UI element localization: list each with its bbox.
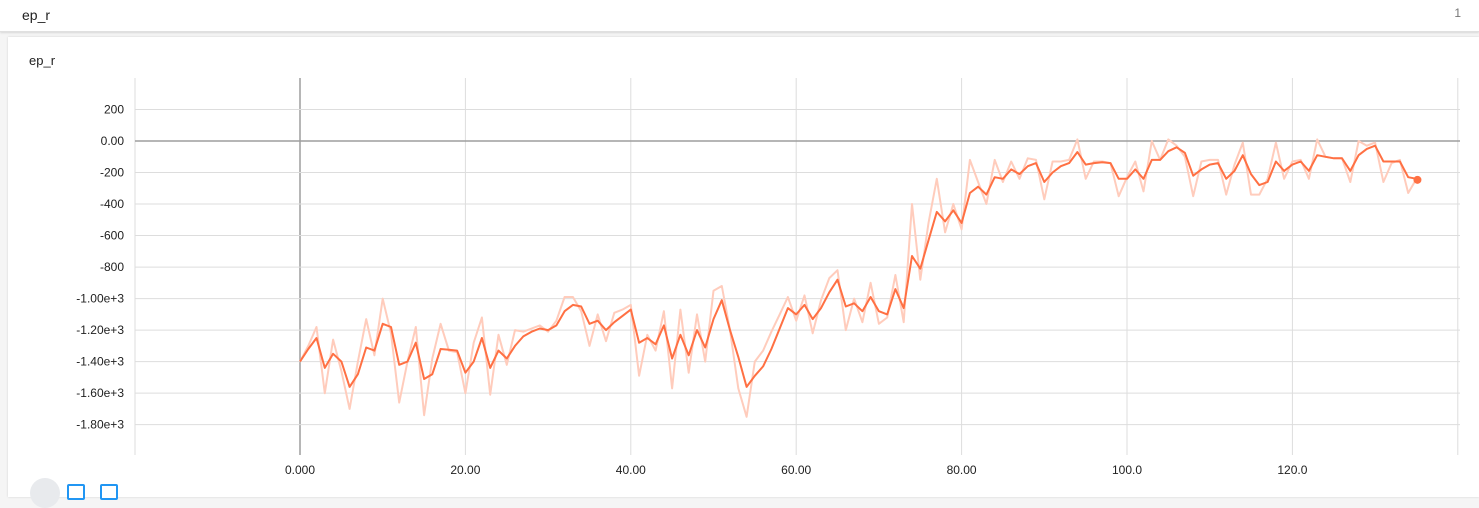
zoom-toggle-button[interactable] <box>30 478 60 508</box>
x-tick-label: 100.0 <box>1112 463 1142 477</box>
y-tick-label: -1.20e+3 <box>76 323 124 337</box>
y-tick-label: -600 <box>100 229 124 243</box>
x-tick-label: 120.0 <box>1277 463 1307 477</box>
y-tick-label: -200 <box>100 166 124 180</box>
y-tick-label: -1.40e+3 <box>76 355 124 369</box>
y-tick-label: -400 <box>100 197 124 211</box>
x-tick-label: 0.000 <box>285 463 315 477</box>
fit-domain-button[interactable] <box>67 484 85 500</box>
y-tick-label: -800 <box>100 260 124 274</box>
log-scale-button[interactable] <box>100 484 118 500</box>
x-tick-label: 80.00 <box>947 463 977 477</box>
header-count: 1 <box>1454 6 1461 20</box>
header-title: ep_r <box>22 7 51 23</box>
x-tick-label: 60.00 <box>781 463 811 477</box>
y-tick-label: 200 <box>104 102 124 116</box>
y-tick-label: -1.60e+3 <box>76 386 124 400</box>
smoothed-series-line <box>299 144 1417 388</box>
y-tick-label: -1.00e+3 <box>76 292 124 306</box>
y-tick-label: -1.80e+3 <box>76 418 124 432</box>
raw-series-line <box>299 138 1418 418</box>
chart-title: ep_r <box>29 53 56 68</box>
run-header[interactable]: ep_r 1 <box>0 0 1479 32</box>
y-tick-label: 0.00 <box>101 134 125 148</box>
x-tick-label: 20.00 <box>450 463 480 477</box>
last-point-marker <box>1413 175 1422 184</box>
x-tick-label: 40.00 <box>616 463 646 477</box>
chart-svg[interactable]: 0.000 20.00 40.00 60.00 80.00 100.0 120.0 200 0.… <box>0 0 1479 488</box>
